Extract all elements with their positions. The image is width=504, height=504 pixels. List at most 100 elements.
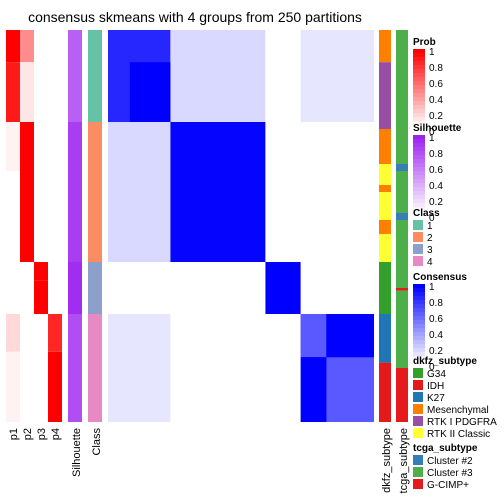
consensus-block: [108, 122, 171, 262]
prob-gradient-swatch: [413, 73, 425, 78]
dkfz-subtype-cell: [379, 314, 391, 363]
silhouette-gradient-swatch: [413, 175, 425, 180]
silhouette-cell: [68, 262, 82, 314]
consensus-block: [108, 314, 171, 422]
dkfz-subtype-cell: [379, 164, 391, 185]
consensus-gradient-swatch: [413, 284, 425, 289]
consensus-subblock: [300, 357, 327, 422]
consensus-subblock: [326, 314, 374, 358]
dkfz-subtype-legend-label: K27: [427, 393, 445, 404]
consensus-gradient-swatch: [413, 356, 425, 361]
silhouette-gradient-swatch: [413, 135, 425, 140]
class-legend-label: 1: [427, 221, 433, 232]
consensus-block: [300, 30, 374, 122]
silhouette-gradient-swatch: [413, 199, 425, 204]
prob-cell: [6, 314, 20, 352]
prob-gradient-swatch: [413, 57, 425, 62]
silhouette-gradient-swatch: [413, 155, 425, 160]
class-cell: [88, 262, 102, 314]
prob-cell: [34, 314, 48, 352]
silhouette-gradient-swatch: [413, 183, 425, 188]
dkfz-subtype-legend-label: RTK II Classic: [427, 429, 490, 440]
dkfz-subtype-legend-label: RTK I PDGFRA: [427, 417, 497, 428]
consensus-legend-tick: 0: [429, 362, 435, 373]
consensus-gradient-swatch: [413, 316, 425, 321]
tcga-subtype-cell: [396, 122, 408, 164]
class-cell: [88, 314, 102, 422]
tcga-subtype-legend-title: tcga_subtype: [413, 443, 478, 454]
tcga-subtype-cell: [396, 30, 408, 122]
prob-cell: [34, 62, 48, 122]
silhouette-cell: [68, 122, 82, 262]
tcga-subtype-cell: [396, 220, 408, 262]
consensus-gradient-swatch: [413, 304, 425, 309]
consensus-gradient-swatch: [413, 296, 425, 301]
silhouette-gradient-swatch: [413, 147, 425, 152]
prob-cell: [34, 30, 48, 63]
tcga-subtype-cell: [396, 213, 408, 220]
prob-gradient-swatch: [413, 97, 425, 102]
dkfz-subtype-cell: [379, 262, 391, 314]
consensus-gradient-swatch: [413, 336, 425, 341]
class-legend-label: 2: [427, 233, 433, 244]
consensus-gradient-swatch: [413, 292, 425, 297]
consensus-gradient-swatch: [413, 320, 425, 325]
silhouette-cell: [68, 314, 82, 422]
silhouette-legend-tick: 0: [429, 213, 435, 224]
tcga-subtype-legend-swatch: [413, 479, 423, 489]
silhouette-legend-title: Silhouette: [413, 123, 462, 134]
consensus-block: [170, 122, 266, 262]
consensus-gradient-swatch: [413, 348, 425, 353]
consensus-block: [265, 314, 301, 422]
consensus-gradient-swatch: [413, 288, 425, 293]
prob-gradient-swatch: [413, 125, 425, 130]
prob-legend-tick: 0.6: [429, 79, 443, 90]
silhouette-legend-tick: 1: [429, 133, 435, 144]
consensus-block: [265, 262, 301, 314]
column-label-tcga_subtype: tcga_subtype: [398, 428, 410, 493]
consensus-legend-tick: 0.2: [429, 346, 443, 357]
prob-cell: [20, 62, 34, 122]
class-legend-swatch: [413, 232, 423, 242]
prob-gradient-swatch: [413, 53, 425, 58]
dkfz-subtype-legend-swatch: [413, 428, 423, 438]
consensus-block: [300, 262, 374, 314]
prob-cell: [34, 262, 48, 281]
prob-cell: [20, 122, 34, 171]
class-cell: [88, 122, 102, 262]
consensus-subblock: [300, 314, 327, 358]
class-cell: [88, 30, 102, 122]
dkfz-subtype-cell: [379, 192, 391, 220]
dkfz-subtype-cell: [379, 362, 391, 422]
prob-gradient-swatch: [413, 69, 425, 74]
dkfz-subtype-cell: [379, 30, 391, 63]
consensus-block: [170, 30, 266, 122]
silhouette-gradient-swatch: [413, 207, 425, 212]
consensus-block: [265, 122, 301, 262]
prob-cell: [48, 122, 62, 171]
dkfz-subtype-legend-label: Mesenchymal: [427, 405, 489, 416]
column-label-dkfz_subtype: dkfz_subtype: [381, 428, 393, 493]
prob-cell: [48, 280, 62, 314]
column-label-p1: p1: [8, 428, 20, 440]
consensus-gradient-swatch: [413, 328, 425, 333]
tcga-subtype-legend-swatch: [413, 467, 423, 477]
dkfz-subtype-cell: [379, 220, 391, 234]
prob-gradient-swatch: [413, 101, 425, 106]
column-label-p2: p2: [22, 428, 34, 440]
prob-cell: [6, 30, 20, 63]
silhouette-gradient-swatch: [413, 163, 425, 168]
class-legend-label: 3: [427, 245, 433, 256]
class-legend-label: 4: [427, 257, 433, 268]
tcga-subtype-cell: [396, 314, 408, 368]
class-legend-swatch: [413, 220, 423, 230]
tcga-subtype-cell: [396, 288, 408, 291]
dkfz-subtype-cell: [379, 234, 391, 262]
prob-cell: [34, 122, 48, 171]
prob-cell: [20, 171, 34, 262]
consensus-gradient-swatch: [413, 324, 425, 329]
prob-cell: [20, 262, 34, 281]
prob-cell: [6, 351, 20, 422]
dkfz-subtype-legend-swatch: [413, 416, 423, 426]
prob-gradient-swatch: [413, 113, 425, 118]
